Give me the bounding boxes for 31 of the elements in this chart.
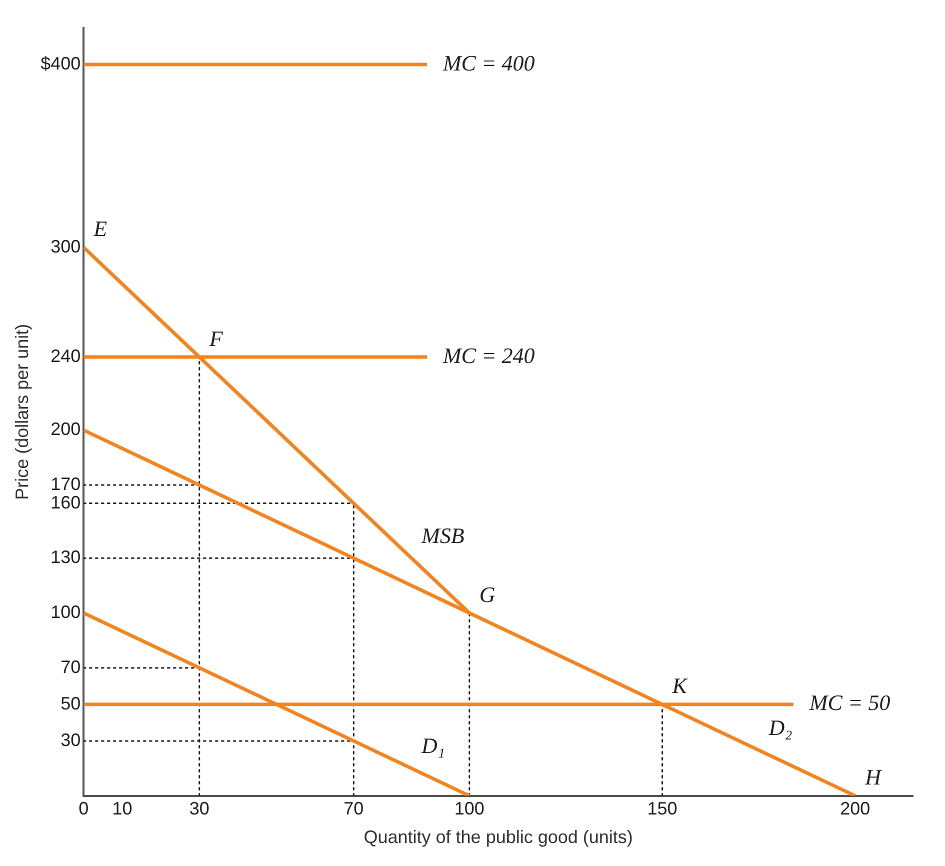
y-tick-label: 130 [50, 547, 81, 568]
annotation: K [671, 673, 688, 698]
y-tick-label: 200 [50, 419, 81, 440]
y-tick-label: 100 [50, 602, 81, 622]
x-tick-label: 0 [78, 798, 89, 819]
x-tick-label: 200 [840, 798, 870, 819]
y-tick-label: 50 [60, 693, 81, 714]
series-label: D₂ [768, 714, 793, 740]
x-tick-label: 70 [344, 798, 364, 819]
annotation: F [208, 326, 224, 351]
y-tick-label: 30 [60, 730, 81, 750]
y-tick-label: 300 [50, 236, 81, 256]
x-axis-title: Quantity of the public good (units) [364, 827, 633, 848]
annotation: G [479, 582, 496, 607]
series-label: MSB [420, 522, 464, 548]
x-tick-label: 30 [189, 798, 210, 819]
annotation: H [864, 764, 882, 790]
x-tick-label: 100 [454, 798, 484, 819]
series-label: MC = 400 [442, 50, 535, 76]
series-label: MC = 240 [442, 342, 535, 368]
series-label: MC = 50 [808, 690, 890, 716]
y-tick-label: $400 [40, 54, 81, 74]
y-tick-label: 70 [60, 656, 81, 677]
y-tick-label: 240 [50, 346, 81, 366]
y-tick-label: 170 [50, 474, 81, 494]
x-tick-label: 10 [112, 798, 132, 819]
x-tick-label: 150 [647, 798, 678, 819]
annotation: E [92, 216, 108, 242]
y-axis-title: Price (dollars per unit) [12, 324, 32, 500]
y-tick-label: 160 [50, 492, 81, 512]
series-label: D₁ [420, 733, 446, 758]
